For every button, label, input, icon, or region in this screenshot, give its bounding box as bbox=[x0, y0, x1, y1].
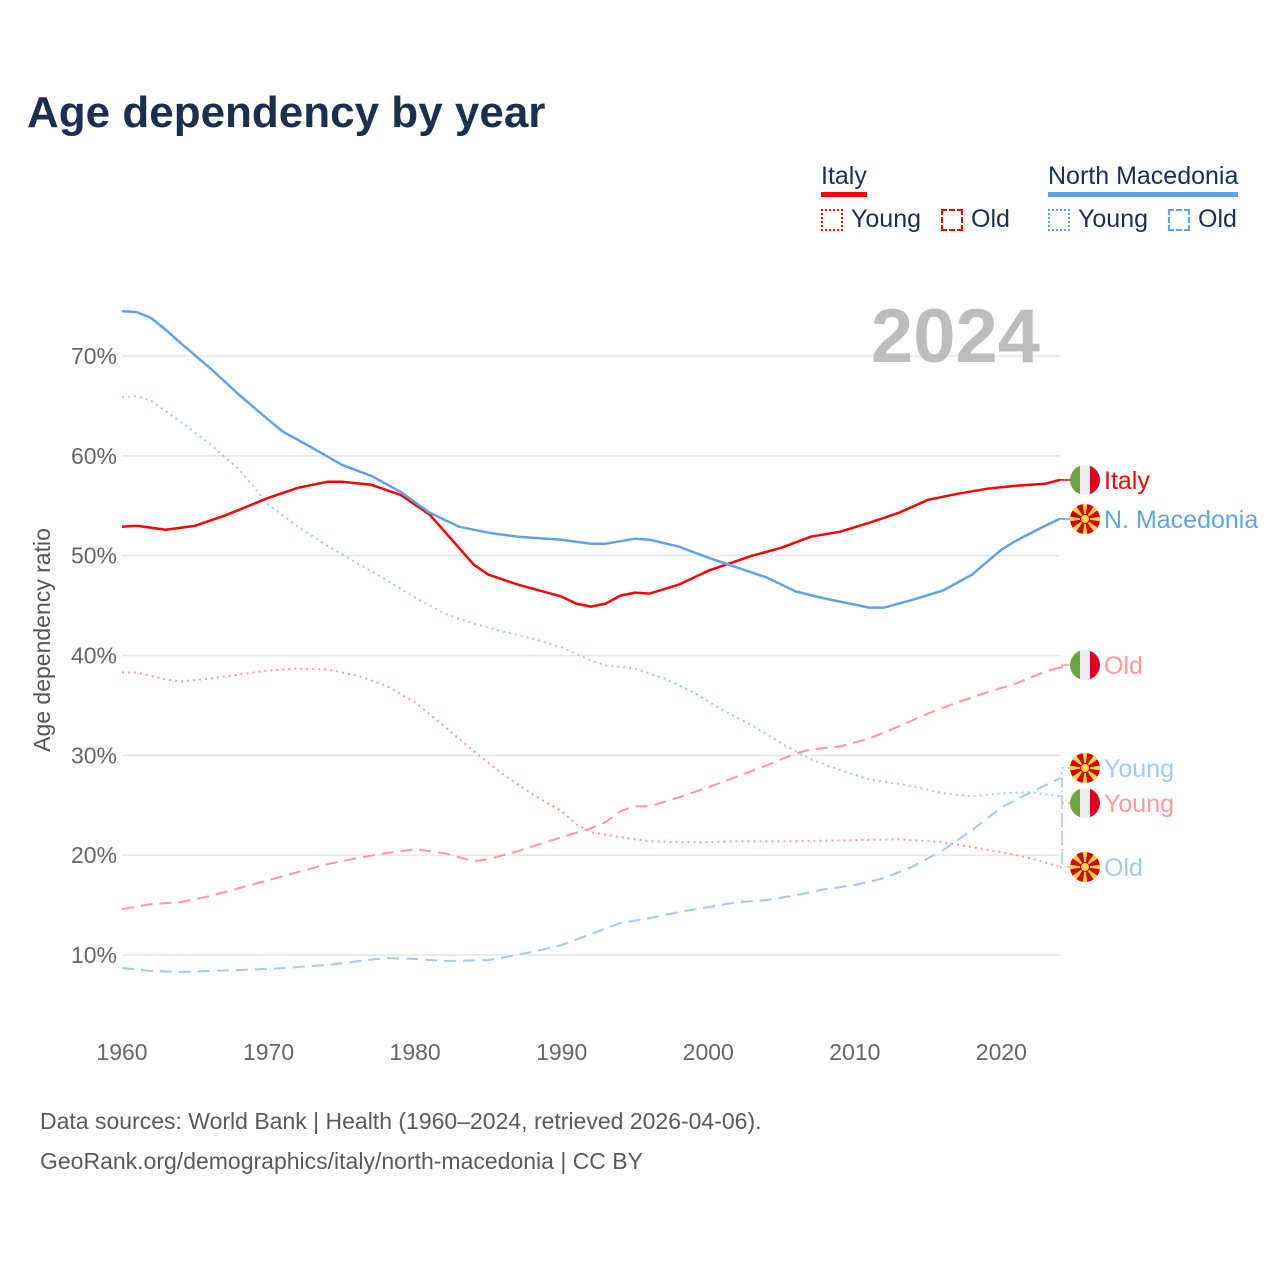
legend-italy: Italy Young Old bbox=[821, 162, 1010, 234]
italy-flag-icon bbox=[1070, 788, 1100, 818]
series-line-north-macedonia-young bbox=[121, 395, 1061, 798]
end-label-connector bbox=[1060, 802, 1072, 868]
y-tick-label: 60% bbox=[71, 443, 117, 469]
series-line-italy bbox=[121, 478, 1061, 608]
dashed-swatch-icon bbox=[1168, 208, 1190, 231]
end-label: Young bbox=[1104, 755, 1174, 783]
legend-item-italy-old: Old bbox=[971, 205, 1010, 233]
attribution-text: GeoRank.org/demographics/italy/north-mac… bbox=[40, 1148, 643, 1174]
italy-flag-icon bbox=[1070, 650, 1100, 680]
y-tick-label: 50% bbox=[71, 543, 117, 569]
end-label-connector bbox=[1060, 664, 1072, 669]
end-label: N. Macedonia bbox=[1104, 506, 1258, 534]
dotted-swatch-icon bbox=[821, 208, 843, 231]
macedonia-flag-icon bbox=[1069, 851, 1101, 883]
series-line-italy-young bbox=[122, 667, 1061, 869]
dotted-swatch-icon bbox=[1048, 208, 1070, 231]
legend-item-nm-old: Old bbox=[1198, 205, 1237, 233]
y-axis-label: Age dependency ratio bbox=[29, 528, 55, 752]
end-label: Young bbox=[1104, 790, 1174, 818]
y-tick-label: 40% bbox=[71, 643, 117, 669]
y-tick-label: 20% bbox=[71, 842, 117, 868]
macedonia-flag-icon bbox=[1069, 503, 1101, 535]
x-tick-label: 2000 bbox=[683, 1039, 734, 1065]
series-line-north-macedonia-old bbox=[121, 777, 1061, 973]
x-tick-label: 1970 bbox=[243, 1039, 294, 1065]
end-label: Old bbox=[1104, 652, 1143, 680]
legend-item-italy-young: Young bbox=[851, 205, 921, 233]
italy-flag-icon bbox=[1070, 465, 1100, 495]
x-tick-label: 1960 bbox=[96, 1039, 147, 1065]
y-tick-label: 30% bbox=[71, 742, 117, 768]
series-line-italy-old bbox=[121, 666, 1061, 911]
legend-country-italy: Italy bbox=[821, 162, 867, 197]
year-watermark: 2024 bbox=[871, 294, 1040, 379]
series-line-north-macedonia bbox=[121, 309, 1061, 609]
end-label-connector bbox=[1060, 777, 1072, 868]
end-label: Italy bbox=[1104, 467, 1150, 495]
legend-item-nm-young: Young bbox=[1078, 205, 1148, 233]
y-tick-label: 10% bbox=[71, 942, 117, 968]
end-label: Old bbox=[1104, 854, 1143, 882]
legend-country-north-macedonia: North Macedonia bbox=[1048, 162, 1239, 197]
end-label-connector bbox=[1060, 767, 1072, 798]
x-tick-label: 2020 bbox=[976, 1039, 1027, 1065]
y-tick-label: 70% bbox=[71, 343, 117, 369]
x-tick-label: 1990 bbox=[536, 1039, 587, 1065]
chart-title: Age dependency by year bbox=[27, 88, 546, 137]
macedonia-flag-icon bbox=[1069, 752, 1101, 784]
x-tick-label: 2010 bbox=[829, 1039, 880, 1065]
dashed-swatch-icon bbox=[941, 208, 963, 231]
legend-north-macedonia: North Macedonia Young Old bbox=[1048, 162, 1239, 234]
x-tick-label: 1980 bbox=[390, 1039, 441, 1065]
data-source-text: Data sources: World Bank | Health (1960–… bbox=[40, 1108, 762, 1134]
